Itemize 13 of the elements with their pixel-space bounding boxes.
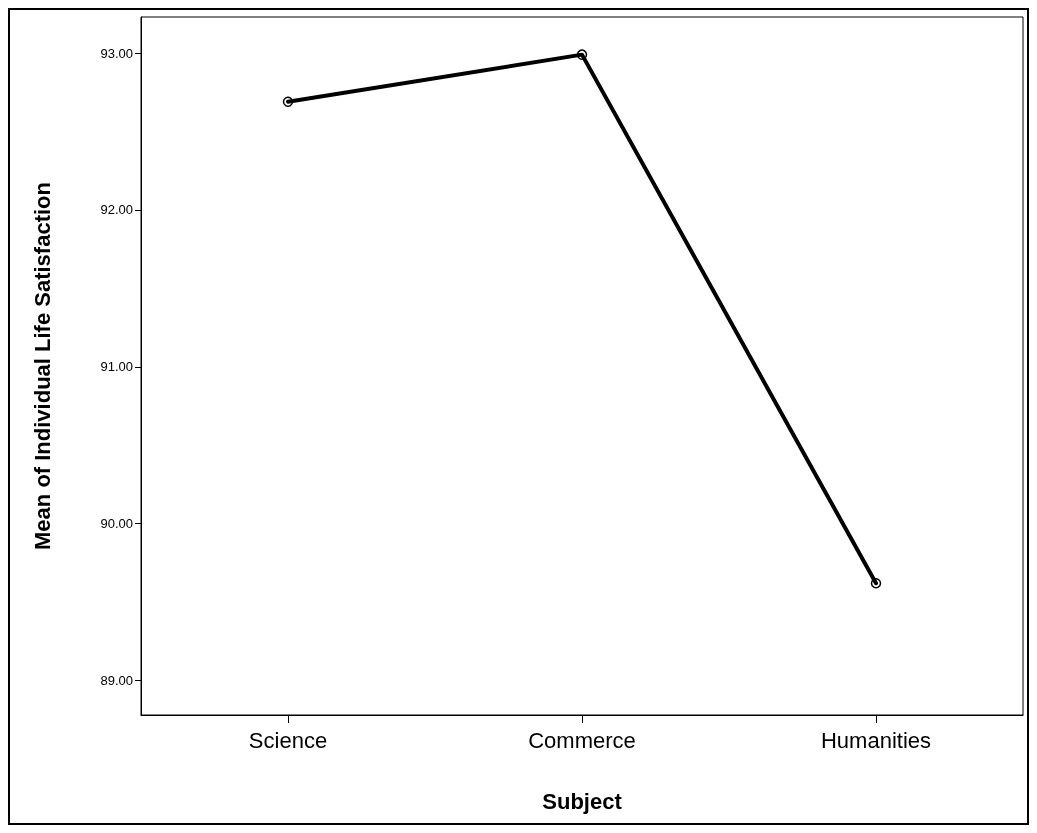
y-tick-label: 90.00: [100, 516, 133, 532]
point: [576, 49, 588, 60]
x-axis-title: Subject: [542, 788, 623, 814]
point: [870, 577, 882, 589]
point: [282, 96, 294, 107]
y-tick-label: 91.00: [100, 359, 133, 375]
x-tick-label: Humanities: [820, 727, 932, 753]
x-tick-label: Commerce: [528, 727, 636, 753]
y-axis-title: Mean of Individual Life Satisfaction: [29, 182, 55, 550]
y-tick-label: 93.00: [100, 45, 133, 61]
y-tick-label: 89.00: [100, 672, 133, 688]
x-tick-label: Science: [248, 727, 328, 753]
y-tick-label: 92.00: [100, 202, 133, 218]
